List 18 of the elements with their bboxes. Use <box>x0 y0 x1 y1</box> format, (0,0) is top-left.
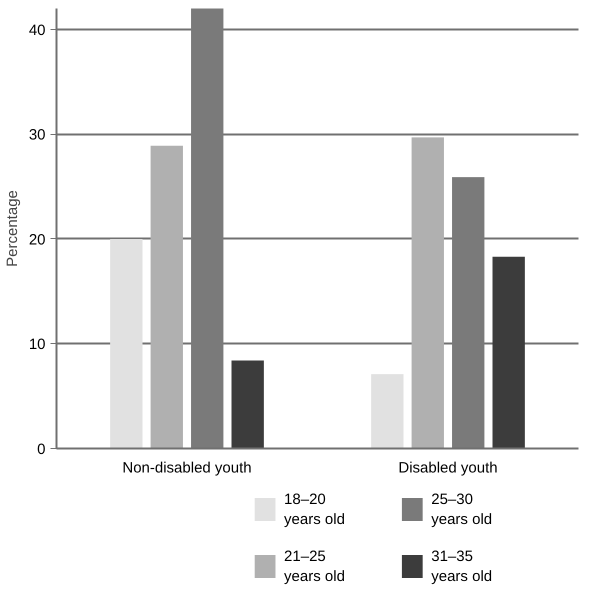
y-tick-label: 40 <box>28 22 46 39</box>
bar <box>110 238 142 448</box>
y-axis-title: Percentage <box>4 190 21 267</box>
y-tick-label: 20 <box>28 231 46 248</box>
bar <box>371 374 404 448</box>
y-tick-label: 30 <box>28 126 46 144</box>
bar <box>412 137 444 448</box>
x-tick-label: Disabled youth <box>398 460 498 476</box>
legend-label: 18–20 years old <box>284 491 345 528</box>
y-tick-label: 10 <box>28 336 46 354</box>
bar <box>232 360 264 448</box>
legend-label: 21–25 years old <box>284 548 345 585</box>
bar <box>150 146 183 448</box>
legend-label: 31–35 years old <box>431 548 492 585</box>
y-tick-label: 0 <box>37 441 46 458</box>
x-tick-label: Non-disabled youth <box>122 460 252 476</box>
legend-label: 25–30 years old <box>431 491 492 528</box>
bar <box>492 256 525 448</box>
